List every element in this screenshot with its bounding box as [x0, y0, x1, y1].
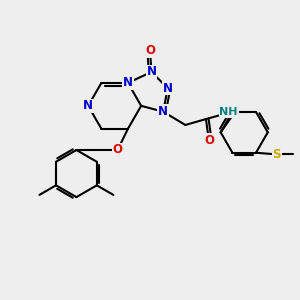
Text: N: N [158, 105, 168, 118]
Text: N: N [123, 76, 133, 89]
Text: NH: NH [219, 107, 238, 117]
Text: O: O [204, 134, 214, 147]
Text: N: N [146, 65, 157, 79]
Text: N: N [83, 99, 93, 112]
Text: O: O [112, 143, 123, 157]
Text: O: O [145, 44, 155, 57]
Text: S: S [272, 148, 281, 161]
Text: N: N [163, 82, 173, 95]
